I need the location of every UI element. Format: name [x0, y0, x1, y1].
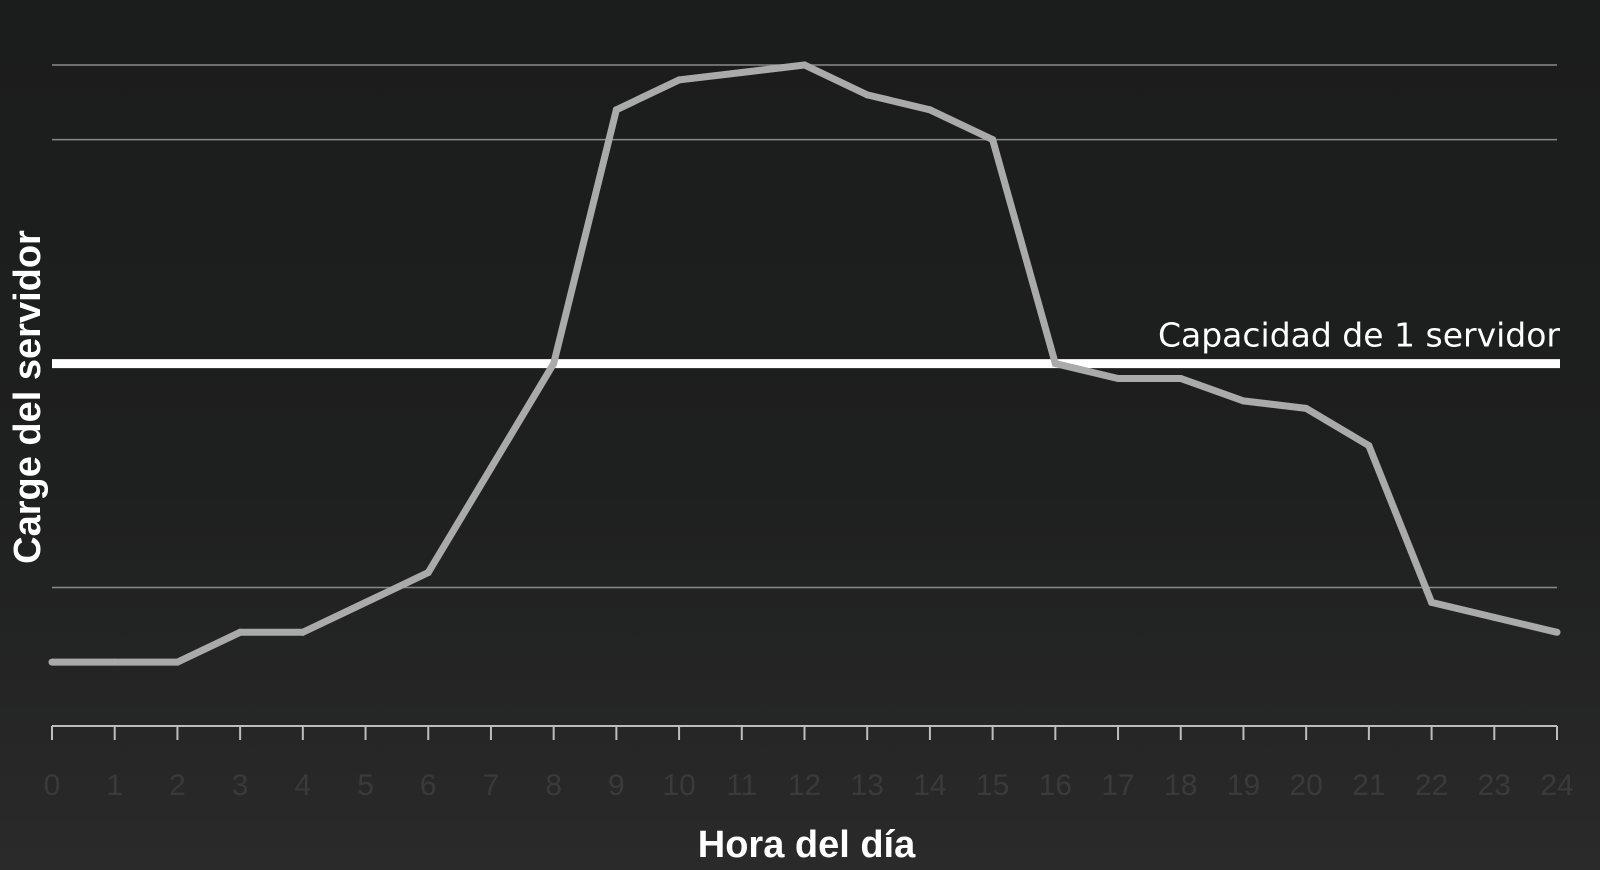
x-tick-label: 5 — [357, 769, 374, 802]
data-point-hour-24 — [1553, 628, 1561, 636]
data-point-hour-1 — [111, 658, 119, 666]
data-point-hour-23 — [1490, 613, 1498, 621]
data-point-hour-14 — [926, 106, 934, 114]
x-tick-label: 2 — [169, 769, 186, 802]
x-tick-label: 6 — [420, 769, 437, 802]
data-point-hour-20 — [1302, 404, 1310, 412]
x-tick-label: 21 — [1352, 769, 1385, 802]
x-tick-label: 11 — [726, 769, 757, 802]
x-tick-label: 4 — [294, 769, 311, 802]
data-point-hour-12 — [801, 61, 808, 69]
x-tick-label: 17 — [1101, 769, 1134, 802]
data-point-hour-18 — [1177, 375, 1185, 382]
x-tick-label: 20 — [1289, 769, 1322, 802]
data-point-hour-7 — [487, 464, 495, 472]
x-tick-label: 19 — [1227, 769, 1260, 802]
data-point-hour-4 — [299, 628, 307, 636]
data-point-hour-5 — [362, 598, 370, 606]
data-point-hour-8 — [550, 360, 558, 368]
x-tick-label: 18 — [1164, 769, 1197, 802]
data-point-hour-3 — [236, 628, 244, 636]
x-tick-label: 24 — [1540, 769, 1573, 802]
x-tick-label: 15 — [976, 769, 1009, 802]
data-point-hour-0 — [48, 658, 56, 666]
y-axis-title: Carge del servidor — [7, 230, 49, 564]
data-point-hour-21 — [1365, 442, 1373, 450]
data-point-hour-17 — [1114, 375, 1122, 382]
x-tick-label: 22 — [1415, 769, 1448, 802]
data-point-hour-19 — [1239, 397, 1247, 405]
x-tick-labels: 0 1 2 3 4 5 6 7 8 9 10 11 12 13 14 15 16 17 18 19 20 21 22 23 24 — [44, 769, 1574, 802]
capacity-label: Capacidad de 1 servidor — [1158, 316, 1560, 355]
x-tick-label: 12 — [788, 769, 821, 802]
data-point-hour-11 — [738, 68, 746, 76]
x-tick-label: 23 — [1478, 769, 1511, 802]
data-point-hour-6 — [424, 569, 432, 577]
data-point-hour-16 — [1051, 360, 1059, 368]
data-point-hour-15 — [989, 136, 997, 144]
data-point-hour-10 — [675, 76, 683, 84]
x-tick-label: 8 — [545, 769, 562, 802]
x-tick-label: 13 — [851, 769, 884, 802]
x-tick-label: 16 — [1039, 769, 1072, 802]
x-tick-label: 10 — [662, 769, 695, 802]
x-tick-label: 1 — [106, 769, 123, 802]
x-tick-label: 0 — [44, 769, 61, 802]
x-tick-label: 3 — [232, 769, 249, 802]
x-tick-label: 7 — [483, 769, 500, 802]
data-point-hour-22 — [1428, 598, 1436, 606]
load-series-points — [48, 61, 1561, 666]
x-axis-title: Hora del día — [698, 824, 916, 866]
data-point-hour-13 — [863, 91, 871, 99]
data-point-hour-2 — [173, 658, 181, 666]
x-axis — [51, 725, 1558, 740]
x-tick-label: 9 — [608, 769, 625, 802]
data-point-hour-9 — [612, 106, 620, 114]
x-tick-label: 14 — [913, 769, 946, 802]
